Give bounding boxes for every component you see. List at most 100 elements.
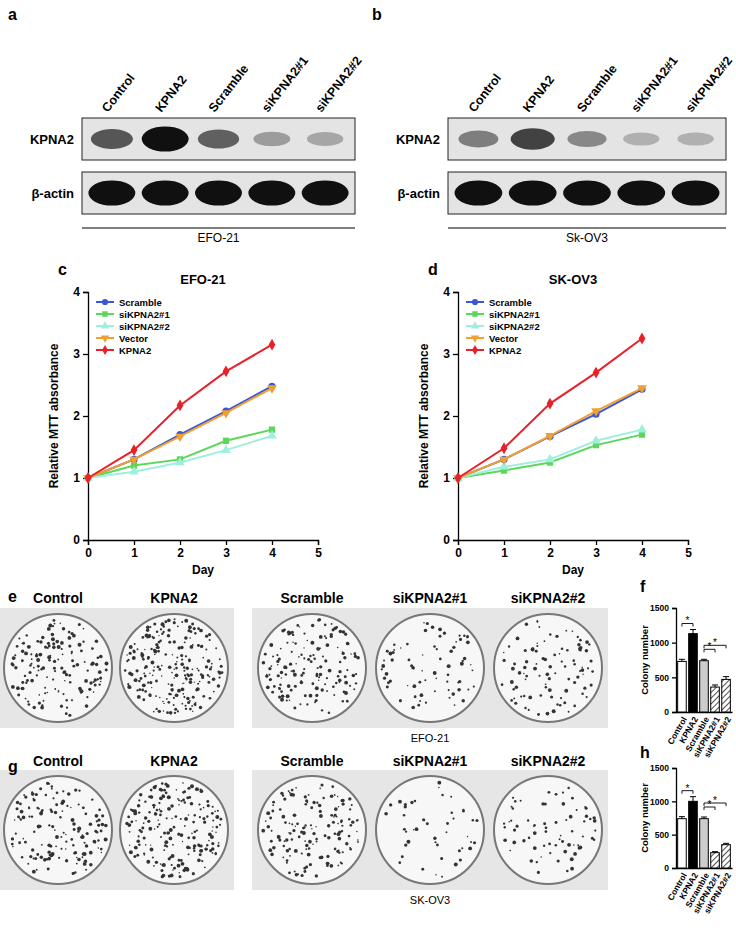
colony — [146, 860, 150, 864]
colony — [326, 862, 329, 865]
colony — [434, 841, 436, 843]
colony — [157, 826, 159, 828]
colony — [470, 664, 471, 665]
colony — [552, 709, 556, 713]
colony — [276, 654, 278, 656]
colony — [70, 632, 73, 635]
colony — [212, 826, 213, 827]
colony — [192, 821, 195, 824]
colony — [48, 659, 51, 662]
colony — [301, 874, 304, 877]
colony — [134, 846, 138, 850]
colony — [148, 693, 151, 696]
colony — [159, 809, 161, 811]
colony — [156, 647, 158, 649]
colony — [208, 832, 212, 836]
colony — [322, 655, 324, 657]
colony — [36, 807, 39, 810]
colony — [174, 708, 177, 711]
colony — [401, 855, 404, 858]
colony — [528, 696, 532, 700]
colony — [136, 839, 140, 843]
colony — [272, 804, 274, 806]
colony — [523, 673, 524, 674]
panel-label: c — [58, 261, 67, 278]
marker — [639, 333, 646, 345]
colony — [81, 835, 85, 839]
colony — [340, 820, 343, 823]
band — [677, 132, 713, 145]
tick-mark — [83, 540, 88, 541]
colony — [53, 660, 56, 663]
colony — [21, 650, 24, 653]
tick-mark — [180, 540, 181, 545]
significance-label: * — [713, 795, 717, 806]
tick-mark — [672, 768, 676, 769]
colony — [100, 830, 103, 833]
colony — [555, 793, 558, 796]
colony — [24, 795, 27, 798]
colony — [176, 657, 178, 659]
tick-label: 500 — [655, 673, 669, 683]
colony — [189, 847, 191, 849]
colony — [77, 858, 81, 862]
colony — [191, 705, 193, 707]
tick: 1500 — [650, 763, 676, 773]
colony — [97, 678, 99, 680]
colony — [132, 656, 136, 660]
colony — [404, 805, 407, 808]
colony — [348, 797, 351, 800]
colony — [192, 644, 194, 646]
colony — [310, 824, 312, 826]
tick-label: 2 — [177, 546, 184, 560]
colony — [138, 835, 140, 837]
colony — [305, 844, 308, 847]
colony — [319, 810, 322, 813]
colony — [183, 696, 185, 698]
colony — [312, 801, 315, 804]
colony — [147, 657, 150, 660]
colony — [153, 649, 155, 651]
colony — [565, 819, 567, 821]
colony — [525, 675, 528, 678]
bar-chart: 050010001500ControlKPNA2ScramblesiKPNA2#… — [639, 603, 733, 759]
colony — [209, 676, 211, 678]
colony — [207, 681, 210, 684]
legend-marker — [471, 336, 479, 343]
plate-label: siKPNA2#2 — [511, 590, 586, 606]
colony — [312, 654, 314, 656]
colony — [307, 640, 309, 642]
colony — [185, 678, 187, 680]
colony — [184, 641, 186, 643]
colony — [356, 819, 358, 821]
marker — [223, 438, 229, 444]
colony — [21, 659, 24, 662]
colony — [509, 850, 511, 852]
colony — [158, 668, 161, 671]
tick-mark — [458, 540, 459, 545]
plate — [4, 614, 112, 722]
colony — [153, 785, 157, 789]
colony — [327, 824, 330, 827]
tick: 1 — [131, 540, 138, 560]
colony — [291, 823, 293, 825]
colony — [77, 827, 81, 831]
colony — [393, 649, 395, 651]
colony — [24, 841, 27, 844]
colony — [97, 820, 99, 822]
colony — [32, 870, 36, 874]
colony — [130, 673, 133, 676]
colony — [346, 700, 349, 703]
colony — [139, 829, 142, 832]
colony — [340, 799, 343, 802]
colony — [126, 660, 128, 662]
colony — [99, 676, 102, 679]
colony — [324, 683, 326, 685]
colony — [564, 689, 568, 693]
colony — [405, 831, 407, 833]
colony — [143, 822, 145, 824]
colony — [503, 822, 505, 824]
colony — [20, 810, 24, 814]
colonies — [261, 783, 359, 877]
colony — [196, 668, 198, 670]
